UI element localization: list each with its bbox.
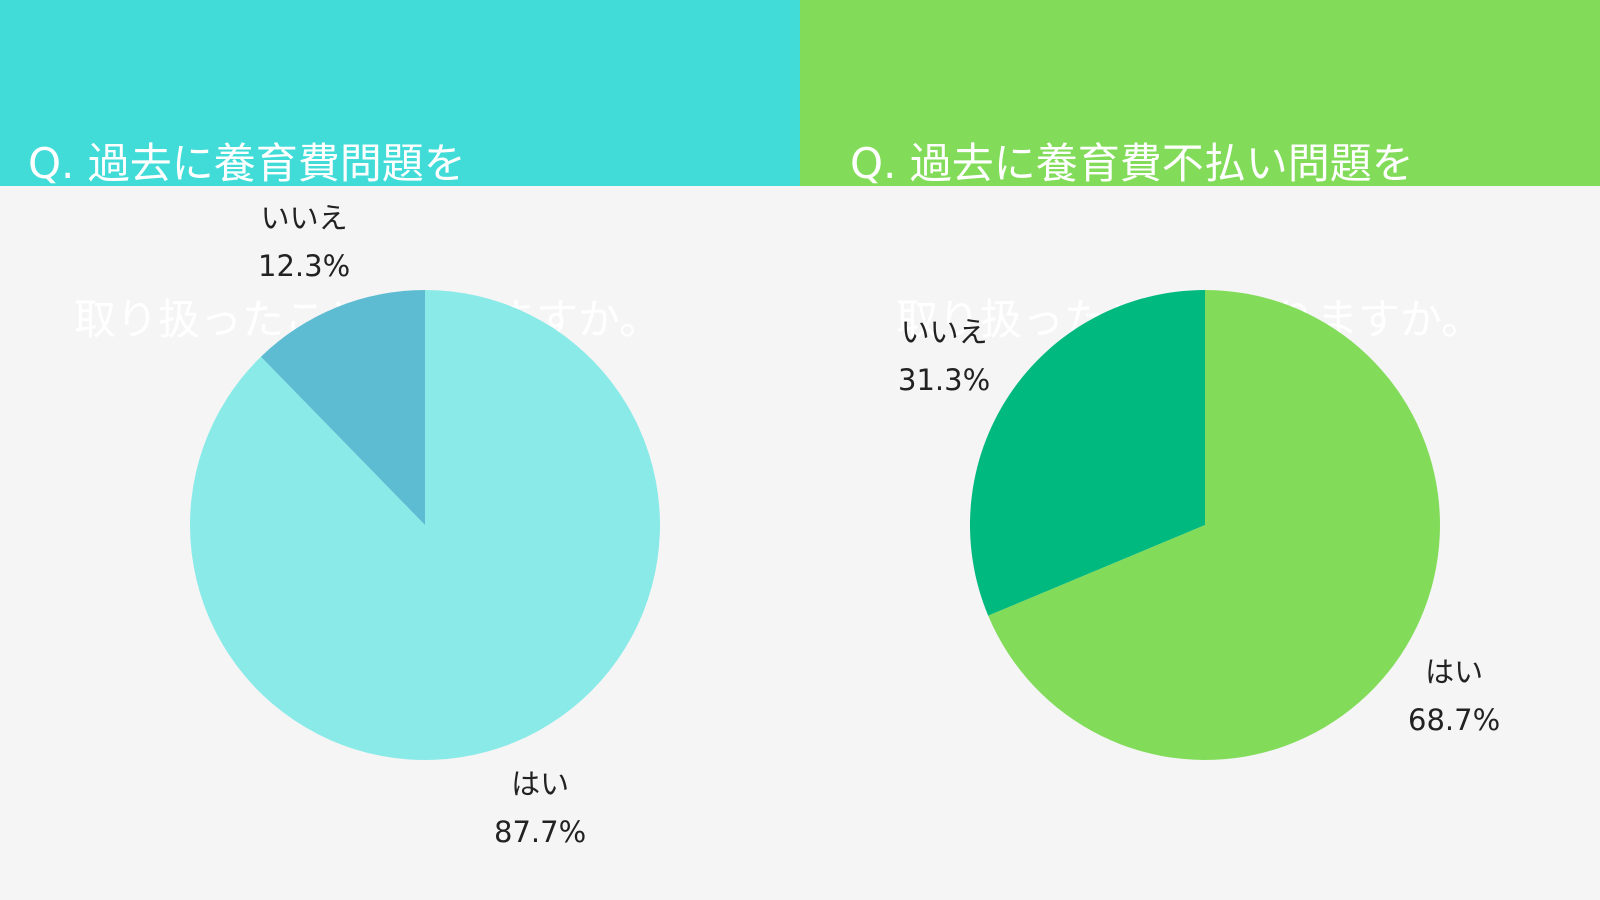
panel-left: Q. 過去に養育費問題を 取り扱ったことはありますか。 いいえ 12.3% はい… xyxy=(0,0,800,856)
slice-value-yes: 87.7% xyxy=(494,815,587,849)
slice-label-no: いいえ 12.3% xyxy=(258,194,350,290)
pie-chart xyxy=(189,290,660,760)
slice-label-no: いいえ 31.3% xyxy=(898,308,990,404)
panel-right: Q. 過去に養育費不払い問題を 取り扱ったことはありますか。 いいえ 31.3%… xyxy=(800,0,1600,900)
pie-slice-yes xyxy=(189,290,660,760)
slice-category-yes: はい xyxy=(1425,655,1484,689)
question-title-line-1: Q. 過去に養育費問題を xyxy=(28,139,466,188)
pie-slice-no xyxy=(260,290,425,525)
pie-chart xyxy=(970,290,1440,760)
slice-value-no: 31.3% xyxy=(898,363,991,397)
pie-slice-yes xyxy=(988,290,1440,760)
slice-category-no: いいえ xyxy=(900,315,988,349)
slice-label-yes: はい 87.7% xyxy=(494,760,586,856)
slice-category-no: いいえ xyxy=(260,201,348,235)
slice-category-yes: はい xyxy=(511,767,570,801)
slice-value-no: 12.3% xyxy=(258,249,351,283)
slice-label-yes: はい 68.7% xyxy=(1408,648,1500,744)
slice-value-yes: 68.7% xyxy=(1408,703,1501,737)
question-title-line-1: Q. 過去に養育費不払い問題を xyxy=(850,139,1414,188)
pie-slice-no xyxy=(970,290,1205,616)
question-header: Q. 過去に養育費不払い問題を 取り扱ったことはありますか。 xyxy=(800,0,1600,344)
